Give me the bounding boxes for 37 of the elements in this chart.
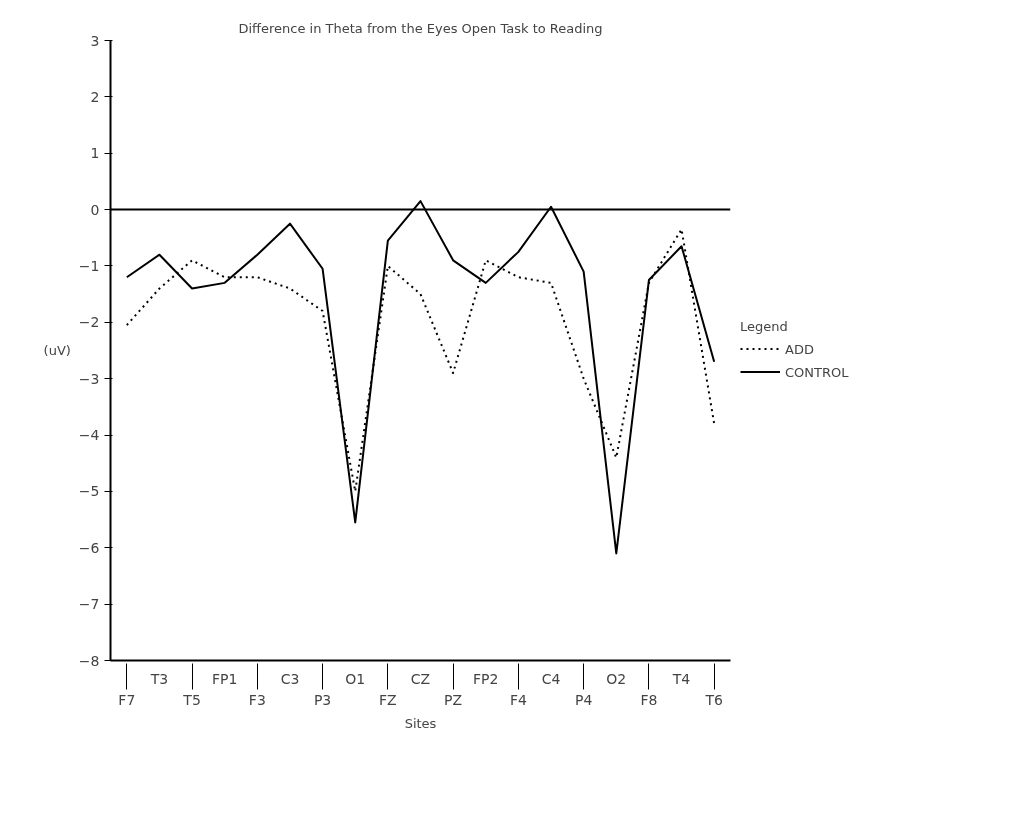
x-tick-label: PZ: [444, 691, 463, 708]
y-tick-label: 0: [90, 201, 100, 218]
x-tick-label: C4: [541, 670, 561, 687]
legend-title: Legend: [740, 318, 789, 334]
chart-title: Difference in Theta from the Eyes Open Task to Reading: [238, 20, 603, 36]
y-axis-title: (uV): [43, 343, 71, 358]
x-tick-label: T5: [182, 691, 201, 708]
y-tick-label: −3: [78, 370, 100, 387]
legend-label: CONTROL: [785, 364, 849, 379]
y-tick-label: −4: [78, 427, 100, 444]
y-tick-label: 3: [90, 32, 100, 49]
x-tick-label: O2: [606, 670, 627, 687]
x-tick-label: O1: [345, 670, 366, 687]
x-tick-label: P3: [313, 691, 332, 708]
x-axis-title: Sites: [404, 715, 437, 731]
y-tick-label: −5: [78, 483, 100, 500]
x-tick-label: F4: [509, 691, 527, 708]
x-tick-label: T3: [149, 670, 169, 687]
legend-label: ADD: [785, 341, 814, 356]
x-tick-label: T4: [671, 670, 691, 687]
x-tick-label: F8: [640, 691, 658, 708]
x-tick-label: F3: [248, 691, 266, 708]
y-tick-label: −7: [78, 596, 100, 613]
y-tick-label: −1: [78, 257, 100, 274]
x-tick-label: P4: [574, 691, 593, 708]
x-tick-label: FP1: [212, 670, 238, 687]
y-tick-label: −8: [78, 652, 100, 669]
x-tick-label: T6: [704, 691, 724, 708]
y-tick-label: 2: [90, 88, 100, 105]
x-tick-label: F7: [118, 691, 136, 708]
y-tick-label: 1: [90, 145, 100, 162]
y-tick-label: −2: [78, 314, 100, 331]
x-tick-label: FZ: [379, 691, 397, 708]
x-tick-label: FP2: [473, 670, 499, 687]
y-tick-label: −6: [78, 539, 100, 556]
x-tick-label: CZ: [410, 670, 431, 687]
x-tick-label: C3: [280, 670, 300, 687]
